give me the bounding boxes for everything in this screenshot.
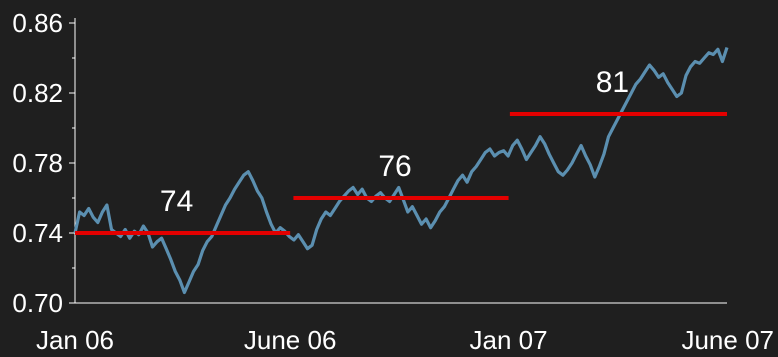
y-tick-label: 0.70	[12, 288, 63, 318]
average-lines-group: 74 76 81	[75, 66, 727, 235]
tick-labels-group: 0.86 0.82 0.78 0.74 0.70 Jan 06 June 06 Jan 07 J…	[12, 8, 774, 355]
y-tick-label: 0.74	[12, 218, 63, 248]
series-line	[73, 47, 729, 295]
average-label: 74	[160, 185, 193, 218]
average-label: 76	[378, 150, 411, 183]
average-label: 81	[596, 66, 629, 99]
axes	[69, 18, 727, 304]
y-tick-label: 0.82	[12, 78, 63, 108]
x-tick-label: June 07	[681, 325, 774, 355]
x-tick-label: June 06	[244, 325, 337, 355]
x-tick-label: Jan 06	[36, 325, 114, 355]
series-group	[73, 47, 729, 295]
x-tick-label: Jan 07	[470, 325, 548, 355]
y-tick-label: 0.78	[12, 148, 63, 178]
y-tick-label: 0.86	[12, 8, 63, 38]
